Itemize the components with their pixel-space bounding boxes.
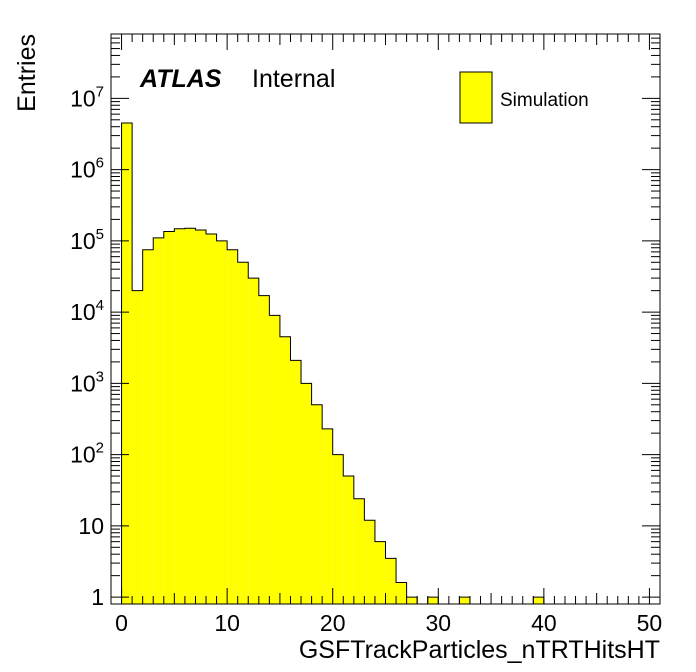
- x-tick-label: 0: [115, 610, 128, 636]
- atlas-sublabel: Internal: [252, 65, 335, 93]
- atlas-label: ATLAS: [139, 65, 222, 93]
- histogram-bin: [153, 237, 164, 604]
- y-tick-label: 105: [70, 226, 104, 254]
- histogram-bin: [385, 558, 397, 604]
- x-tick-label: 50: [637, 610, 663, 636]
- histogram-bin: [290, 360, 302, 604]
- x-tick-labels: 0 10 20 30 40 50: [115, 610, 662, 636]
- histogram-bin: [301, 383, 312, 604]
- histogram-bin: [279, 336, 291, 604]
- x-tick-label: 20: [320, 610, 346, 636]
- axis-ticks: [111, 33, 660, 604]
- histogram-bin: [142, 249, 154, 604]
- histogram-bin: [311, 404, 323, 604]
- y-axis-label: Entries: [13, 34, 41, 112]
- histogram-bin: [459, 597, 470, 604]
- histogram-bin: [364, 520, 375, 604]
- y-tick-label: 104: [70, 297, 104, 325]
- x-tick-label: 30: [425, 610, 451, 636]
- x-axis-label: GSFTrackParticles_nTRTHitsHT: [299, 636, 660, 664]
- legend-swatch: [459, 71, 493, 124]
- histogram-bin: [353, 498, 365, 604]
- histogram-bin: [237, 262, 249, 604]
- histogram-bin: [216, 240, 228, 605]
- histogram-bin: [206, 233, 217, 605]
- y-tick-label: 107: [70, 83, 104, 111]
- histogram-bin: [121, 123, 133, 604]
- histogram-bin: [427, 597, 439, 604]
- histogram-outline: [121, 122, 545, 604]
- histogram-bin: [174, 228, 185, 604]
- legend: Simulation: [459, 71, 589, 124]
- y-tick-label: 106: [70, 155, 104, 183]
- histogram-bin: [343, 476, 354, 604]
- histogram-bin: [227, 249, 238, 604]
- y-tick-label: 102: [70, 440, 104, 468]
- histogram-bin: [132, 290, 143, 604]
- y-tick-label: 103: [70, 368, 104, 396]
- histogram-bin: [184, 228, 196, 605]
- histogram-bin: [195, 229, 207, 604]
- x-tick-label: 40: [531, 610, 557, 636]
- histogram-bin: [258, 295, 270, 604]
- histogram-bin: [533, 597, 544, 604]
- histogram-bin: [332, 454, 344, 604]
- histogram-bin: [322, 428, 333, 604]
- y-tick-label: 1: [91, 584, 104, 610]
- histogram-bin: [163, 231, 175, 604]
- plot-border: [110, 33, 661, 605]
- histogram-bin: [269, 315, 280, 604]
- histogram-bin: [248, 278, 259, 604]
- y-tick-label: 10: [78, 513, 104, 539]
- histogram-bin: [406, 597, 418, 604]
- histogram-bars: [121, 123, 544, 605]
- histogram-bin: [396, 582, 407, 604]
- x-tick-label: 10: [214, 610, 240, 636]
- histogram-bin: [374, 541, 386, 604]
- legend-entry-label: Simulation: [500, 90, 589, 111]
- y-tick-labels: 1 10 102 103 104 105 106 107: [70, 83, 104, 610]
